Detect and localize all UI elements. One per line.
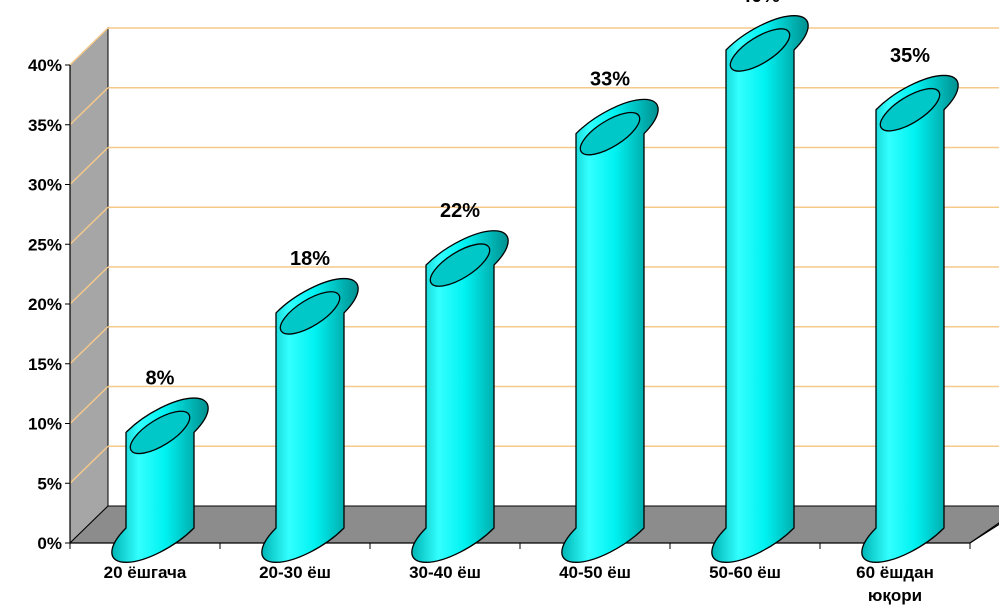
gridline-side-10 [69, 385, 109, 425]
y-tick-label: 25% [28, 235, 62, 254]
x-tick-label: 40-50 ёш [559, 563, 631, 582]
gridlines [69, 27, 999, 484]
bar-5 [711, 15, 809, 563]
y-tick-label: 30% [28, 176, 62, 195]
bar-body [261, 277, 359, 563]
bar-body [861, 74, 959, 563]
bar-top [729, 28, 791, 72]
bar-3 [411, 230, 509, 563]
data-labels: 8% 18% 22% 33% 40% 35% [146, 0, 931, 389]
floor-edge [969, 522, 999, 544]
bar-body [411, 230, 509, 563]
y-axis-tick-labels: 0% 5% 10% 15% 20% 25% 30% 35% 40% [28, 56, 62, 553]
gridline-side-35 [69, 87, 109, 126]
y-tick-label: 40% [28, 56, 62, 75]
y-tick-label: 20% [28, 295, 62, 314]
data-label: 22% [440, 200, 480, 222]
bar-4 [561, 98, 659, 563]
bar-body [711, 15, 809, 563]
gridline-side-30 [69, 146, 109, 186]
bar-2 [261, 277, 359, 563]
bars [111, 15, 959, 563]
data-label: 18% [290, 248, 330, 270]
bar-6 [861, 74, 959, 563]
gridline-side-5 [69, 445, 109, 484]
data-label: 33% [590, 69, 630, 91]
y-tick-label: 35% [28, 116, 62, 135]
floor [68, 505, 999, 544]
gridline-side-20 [69, 266, 109, 305]
data-label: 8% [146, 367, 175, 389]
data-label: 40% [740, 0, 780, 7]
x-tick-label: 20-30 ёш [259, 563, 331, 582]
bar-top [579, 111, 641, 156]
gridline-side-25 [69, 206, 109, 245]
y-tick-label: 10% [28, 415, 62, 434]
bar-top [279, 291, 341, 335]
chart-walls [68, 26, 999, 545]
data-label: 35% [890, 45, 930, 67]
bar-top [129, 410, 191, 455]
x-tick-label: 50-60 ёш [709, 563, 781, 582]
y-tick-label: 15% [28, 355, 62, 374]
x-tick-label: юқори [868, 586, 922, 605]
gridline-side-40 [69, 27, 109, 66]
bar-body [561, 98, 659, 563]
bar-top [879, 87, 941, 132]
x-tick-label: 30-40 ёш [409, 563, 481, 582]
x-tick-label: 20 ёшгача [104, 563, 187, 582]
axes [65, 64, 999, 549]
x-tick-label: 60 ёшдан [856, 563, 934, 582]
x-axis-tick-labels: 20 ёшгача 20-30 ёш 30-40 ёш 40-50 ёш 50-60 ё… [104, 563, 934, 605]
gridline-side-15 [69, 326, 109, 365]
bar-1 [111, 397, 209, 563]
y-tick-label: 0% [37, 534, 62, 553]
bar-top [429, 243, 491, 287]
y-tick-label: 5% [37, 474, 62, 493]
